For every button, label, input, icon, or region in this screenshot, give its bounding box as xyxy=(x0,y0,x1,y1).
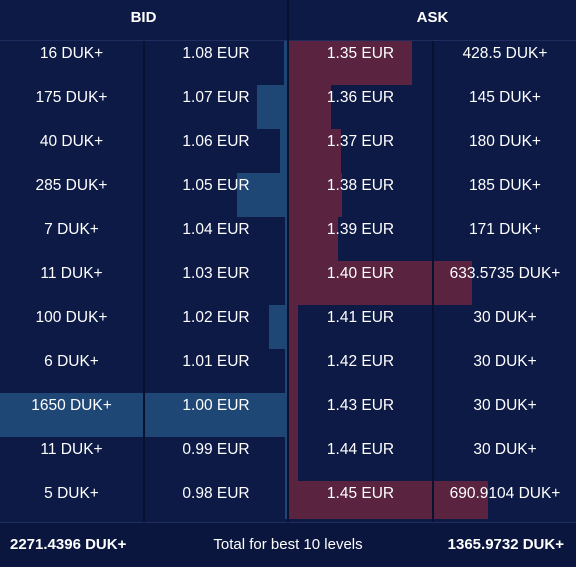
bid-price: 1.03 EUR xyxy=(182,265,250,282)
bid-column-divider xyxy=(143,41,145,522)
bid-price: 1.04 EUR xyxy=(182,221,250,238)
ask-price: 1.39 EUR xyxy=(326,221,395,238)
ask-depth-bar xyxy=(289,129,341,173)
bid-depth-bar xyxy=(285,261,287,305)
ask-depth-bar xyxy=(289,217,338,261)
orderbook-row[interactable]: 100 DUK+ 1.02 EUR 1.41 EUR 30 DUK+ xyxy=(0,305,576,349)
orderbook-row[interactable]: 11 DUK+ 1.03 EUR 1.40 EUR 633.5735 DUK+ xyxy=(0,261,576,305)
orderbook-row[interactable]: 6 DUK+ 1.01 EUR 1.42 EUR 30 DUK+ xyxy=(0,349,576,393)
bid-depth-bar xyxy=(285,481,287,519)
bid-price: 1.08 EUR xyxy=(182,45,250,62)
bid-quantity: 175 DUK+ xyxy=(35,89,108,106)
bid-price: 0.99 EUR xyxy=(182,441,250,458)
ask-price: 1.35 EUR xyxy=(326,45,395,62)
ask-quantity: 180 DUK+ xyxy=(469,133,541,150)
ask-price: 1.44 EUR xyxy=(326,441,395,458)
ask-quantity: 30 DUK+ xyxy=(473,397,537,414)
ask-quantity: 690.9104 DUK+ xyxy=(449,485,561,502)
ask-quantity: 171 DUK+ xyxy=(469,221,541,238)
ask-quantity: 185 DUK+ xyxy=(469,177,541,194)
bid-depth-bar xyxy=(285,217,287,261)
ask-column-header: ASK xyxy=(416,9,449,26)
bid-quantity: 11 DUK+ xyxy=(40,265,103,282)
ask-quantity: 30 DUK+ xyxy=(473,441,537,458)
bid-total: 2271.4396 DUK+ xyxy=(10,536,127,553)
orderbook-row[interactable]: 11 DUK+ 0.99 EUR 1.44 EUR 30 DUK+ xyxy=(0,437,576,481)
ask-depth-bar xyxy=(289,393,298,437)
ask-depth-bar xyxy=(289,41,412,85)
bid-price: 1.01 EUR xyxy=(182,353,250,370)
bid-depth-bar xyxy=(280,129,287,173)
ask-price: 1.37 EUR xyxy=(326,133,395,150)
ask-price: 1.40 EUR xyxy=(326,265,395,282)
bid-quantity: 11 DUK+ xyxy=(40,441,103,458)
orderbook-row[interactable]: 285 DUK+ 1.05 EUR 1.38 EUR 185 DUK+ xyxy=(0,173,576,217)
bid-quantity: 1650 DUK+ xyxy=(31,397,112,414)
bid-quantity: 16 DUK+ xyxy=(39,45,104,62)
ask-depth-bar xyxy=(289,349,298,393)
bid-price: 1.00 EUR xyxy=(182,397,250,414)
ask-quantity: 428.5 DUK+ xyxy=(462,45,548,62)
bid-depth-bar xyxy=(257,85,287,129)
bid-ask-divider xyxy=(287,0,289,522)
bid-price: 1.07 EUR xyxy=(182,89,250,106)
orderbook-row[interactable]: 175 DUK+ 1.07 EUR 1.36 EUR 145 DUK+ xyxy=(0,85,576,129)
ask-price: 1.45 EUR xyxy=(326,485,395,502)
bid-price: 0.98 EUR xyxy=(182,485,250,502)
ask-depth-bar xyxy=(289,437,298,481)
ask-price: 1.42 EUR xyxy=(326,353,395,370)
ask-quantity: 633.5735 DUK+ xyxy=(449,265,561,282)
orderbook-row[interactable]: 40 DUK+ 1.06 EUR 1.37 EUR 180 DUK+ xyxy=(0,129,576,173)
ask-quantity: 30 DUK+ xyxy=(473,309,537,326)
bid-depth-bar xyxy=(285,437,287,481)
totals-label: Total for best 10 levels xyxy=(213,536,363,553)
ask-total: 1365.9732 DUK+ xyxy=(447,536,564,553)
orderbook-row[interactable]: 7 DUK+ 1.04 EUR 1.39 EUR 171 DUK+ xyxy=(0,217,576,261)
ask-depth-bar xyxy=(289,481,488,519)
bid-depth-bar xyxy=(237,173,287,217)
bid-quantity: 100 DUK+ xyxy=(35,309,108,326)
bid-column-header: BID xyxy=(130,9,157,26)
bid-depth-bar xyxy=(269,305,287,349)
bid-quantity: 40 DUK+ xyxy=(39,133,104,150)
ask-depth-bar xyxy=(289,85,331,129)
bid-quantity: 285 DUK+ xyxy=(35,177,108,194)
orderbook-footer: Total for best 10 levels 2271.4396 DUK+ … xyxy=(0,522,576,566)
orderbook-row[interactable]: 5 DUK+ 0.98 EUR 1.45 EUR 690.9104 DUK+ xyxy=(0,481,576,519)
ask-price: 1.43 EUR xyxy=(326,397,395,414)
ask-quantity: 145 DUK+ xyxy=(469,89,541,106)
bid-price: 1.06 EUR xyxy=(182,133,250,150)
ask-price: 1.41 EUR xyxy=(326,309,395,326)
ask-quantity: 30 DUK+ xyxy=(473,353,537,370)
orderbook-rows[interactable]: 16 DUK+ 1.08 EUR 1.35 EUR 428.5 DUK+ 175 DUK… xyxy=(0,41,576,519)
ask-depth-bar xyxy=(289,261,472,305)
bid-depth-bar xyxy=(284,41,287,85)
ask-price: 1.38 EUR xyxy=(326,177,395,194)
bid-depth-bar xyxy=(285,349,287,393)
orderbook-row[interactable]: 16 DUK+ 1.08 EUR 1.35 EUR 428.5 DUK+ xyxy=(0,41,576,85)
ask-depth-bar xyxy=(289,305,298,349)
bid-quantity: 6 DUK+ xyxy=(44,353,99,370)
ask-column-divider xyxy=(432,41,434,522)
orderbook-row[interactable]: 1650 DUK+ 1.00 EUR 1.43 EUR 30 DUK+ xyxy=(0,393,576,437)
ask-price: 1.36 EUR xyxy=(326,89,395,106)
bid-price: 1.02 EUR xyxy=(182,309,250,326)
bid-quantity: 7 DUK+ xyxy=(44,221,99,238)
ask-depth-bar xyxy=(289,173,342,217)
bid-price: 1.05 EUR xyxy=(182,177,250,194)
bid-quantity: 5 DUK+ xyxy=(44,485,99,502)
